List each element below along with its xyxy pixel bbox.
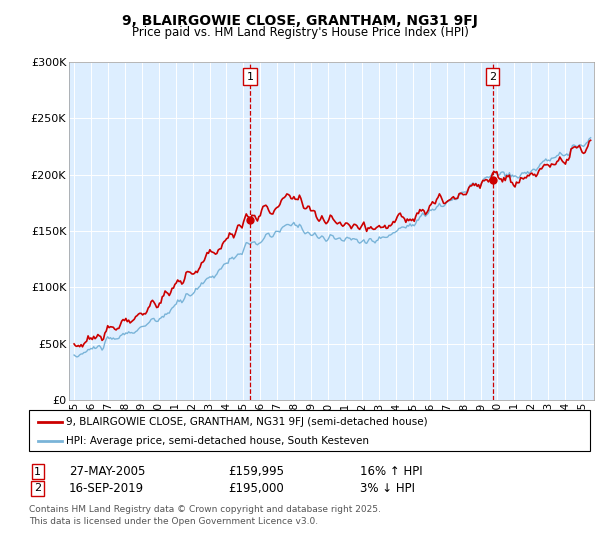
Text: 27-MAY-2005: 27-MAY-2005 bbox=[69, 465, 145, 478]
Text: 16-SEP-2019: 16-SEP-2019 bbox=[69, 482, 144, 495]
Text: HPI: Average price, semi-detached house, South Kesteven: HPI: Average price, semi-detached house,… bbox=[66, 436, 369, 446]
Text: 2: 2 bbox=[34, 483, 41, 493]
Text: 9, BLAIRGOWIE CLOSE, GRANTHAM, NG31 9FJ (semi-detached house): 9, BLAIRGOWIE CLOSE, GRANTHAM, NG31 9FJ … bbox=[66, 417, 428, 427]
Text: 1: 1 bbox=[34, 466, 41, 477]
Text: £195,000: £195,000 bbox=[228, 482, 284, 495]
Text: 16% ↑ HPI: 16% ↑ HPI bbox=[360, 465, 422, 478]
Text: Price paid vs. HM Land Registry's House Price Index (HPI): Price paid vs. HM Land Registry's House … bbox=[131, 26, 469, 39]
Text: Contains HM Land Registry data © Crown copyright and database right 2025.
This d: Contains HM Land Registry data © Crown c… bbox=[29, 505, 380, 526]
Text: 9, BLAIRGOWIE CLOSE, GRANTHAM, NG31 9FJ: 9, BLAIRGOWIE CLOSE, GRANTHAM, NG31 9FJ bbox=[122, 14, 478, 28]
Text: 1: 1 bbox=[247, 72, 253, 82]
Text: 3% ↓ HPI: 3% ↓ HPI bbox=[360, 482, 415, 495]
Text: 2: 2 bbox=[489, 72, 496, 82]
Text: £159,995: £159,995 bbox=[228, 465, 284, 478]
